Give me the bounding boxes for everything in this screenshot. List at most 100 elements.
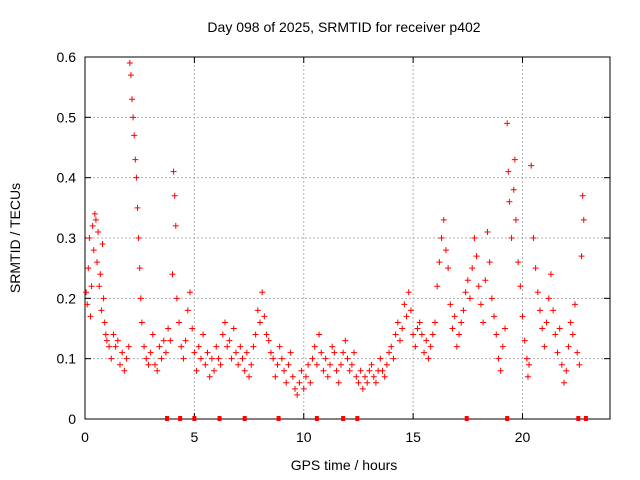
data-point <box>517 283 524 290</box>
data-point <box>276 343 283 350</box>
gap-mark <box>178 416 183 421</box>
data-point <box>96 283 103 290</box>
data-point <box>95 228 102 235</box>
data-point <box>333 367 340 374</box>
data-point <box>191 349 198 356</box>
data-point <box>475 283 482 290</box>
data-point <box>521 337 528 344</box>
data-point <box>337 361 344 368</box>
gap-marks <box>165 416 588 421</box>
data-point <box>547 271 554 278</box>
data-point <box>243 349 250 356</box>
data-point <box>512 216 519 223</box>
data-point <box>217 361 224 368</box>
data-point <box>386 349 393 356</box>
data-point <box>154 367 161 374</box>
data-point <box>239 355 246 362</box>
data-point <box>206 373 213 380</box>
data-point <box>88 283 95 290</box>
data-point <box>552 331 559 338</box>
data-point <box>335 379 342 386</box>
data-point <box>368 361 375 368</box>
data-point <box>298 367 305 374</box>
data-point <box>390 355 397 362</box>
data-point <box>226 337 233 344</box>
y-tick-label: 0.1 <box>57 351 77 367</box>
gap-mark <box>576 416 581 421</box>
data-point <box>372 379 379 386</box>
data-point <box>567 319 574 326</box>
data-point <box>381 373 388 380</box>
data-point <box>158 355 165 362</box>
x-tick-label: 15 <box>405 429 421 445</box>
data-point <box>278 355 285 362</box>
data-point <box>539 325 546 332</box>
data-point <box>460 307 467 314</box>
data-point <box>309 355 316 362</box>
data-point <box>237 343 244 350</box>
data-point <box>482 277 489 284</box>
gap-mark <box>583 416 588 421</box>
data-point <box>114 337 121 344</box>
gap-mark <box>165 416 170 421</box>
data-point <box>167 337 174 344</box>
data-point <box>235 361 242 368</box>
data-point <box>248 361 255 368</box>
data-points <box>83 60 587 398</box>
data-point <box>523 355 530 362</box>
data-point <box>173 295 180 302</box>
data-point <box>458 319 465 326</box>
data-point <box>138 319 145 326</box>
data-point <box>366 367 373 374</box>
data-point <box>100 295 107 302</box>
data-point <box>228 355 235 362</box>
data-point <box>292 385 298 392</box>
data-point <box>313 361 320 368</box>
data-point <box>172 222 179 229</box>
data-point <box>407 307 414 314</box>
data-point <box>416 319 423 326</box>
data-point <box>486 259 493 266</box>
data-point <box>102 331 109 338</box>
y-tick-label: 0.2 <box>57 290 77 306</box>
data-point <box>169 271 176 278</box>
grid-lines <box>85 57 610 419</box>
data-point <box>462 289 469 296</box>
data-point <box>180 355 187 362</box>
data-point <box>414 325 421 332</box>
data-point <box>467 295 473 302</box>
data-point <box>195 343 202 350</box>
data-point <box>143 355 150 362</box>
data-point <box>189 325 196 332</box>
x-axis-ticks: 0 5 10 15 20 <box>81 57 530 445</box>
gap-mark <box>314 416 319 421</box>
data-point <box>412 343 419 350</box>
data-point <box>434 283 441 290</box>
data-point <box>285 361 292 368</box>
data-point <box>170 168 177 175</box>
y-axis-label: SRMTID / TECUs <box>7 183 23 293</box>
data-point <box>200 331 207 338</box>
data-point <box>504 120 511 127</box>
data-point <box>162 349 169 356</box>
data-point <box>405 289 412 296</box>
data-point <box>147 349 154 356</box>
data-point <box>160 337 167 344</box>
data-point <box>219 331 226 338</box>
data-point <box>423 337 430 344</box>
data-point <box>572 301 578 308</box>
data-point <box>401 301 408 308</box>
gap-mark <box>242 416 247 421</box>
data-point <box>528 162 535 169</box>
data-point <box>134 204 141 211</box>
data-point <box>193 367 200 374</box>
gap-mark <box>276 416 281 421</box>
x-tick-label: 20 <box>515 429 531 445</box>
x-axis-label: GPS time / hours <box>291 457 398 473</box>
data-point <box>135 235 142 241</box>
data-point <box>438 235 445 241</box>
data-point <box>197 355 204 362</box>
data-point <box>246 373 253 380</box>
data-point <box>410 331 417 338</box>
data-point <box>204 349 211 356</box>
